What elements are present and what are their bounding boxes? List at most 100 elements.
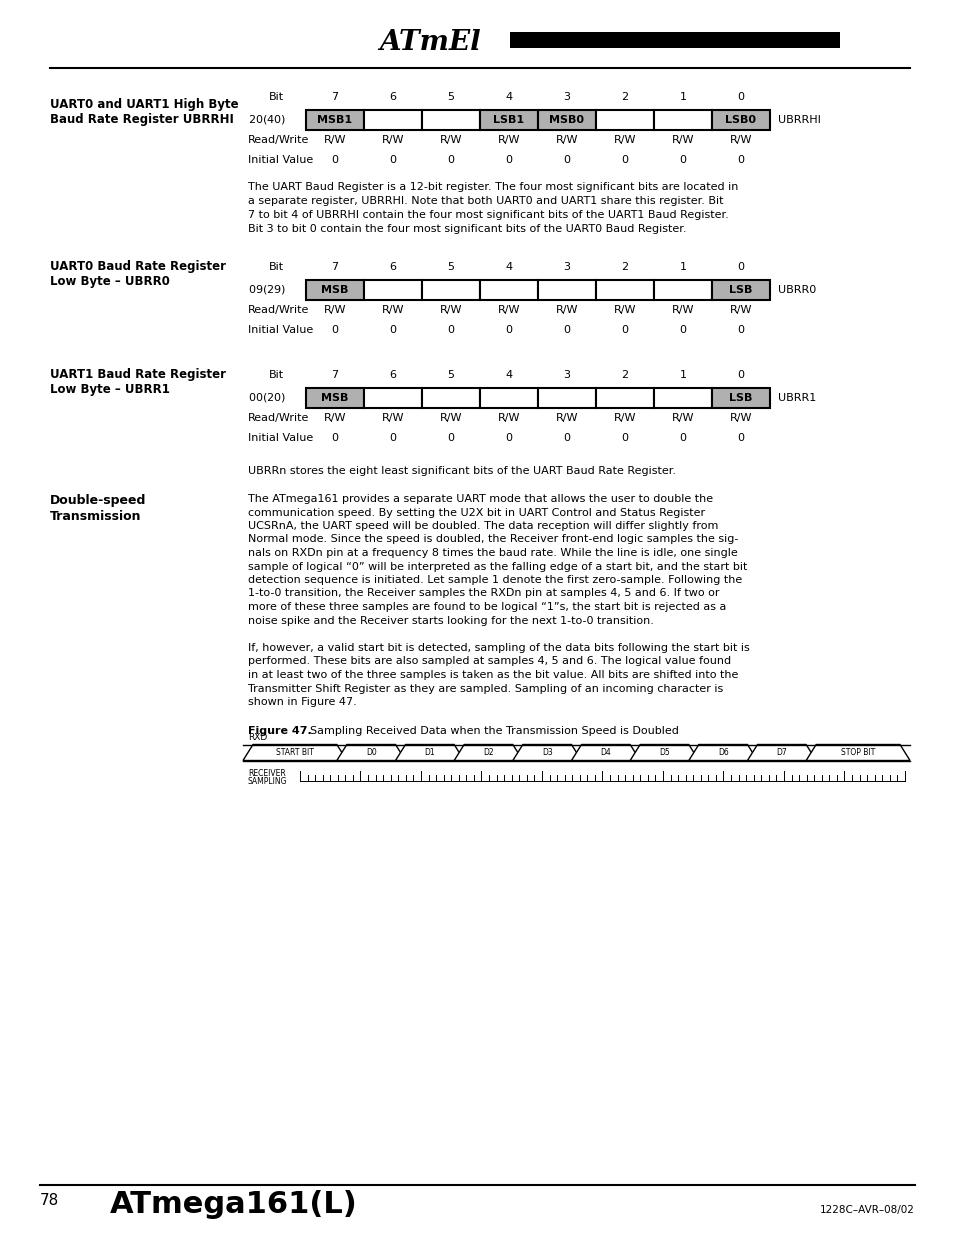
Text: Bit 3 to bit 0 contain the four most significant bits of the UART0 Baud Register: Bit 3 to bit 0 contain the four most sig… bbox=[248, 224, 686, 233]
Text: D2: D2 bbox=[482, 748, 494, 757]
Text: R/W: R/W bbox=[323, 305, 346, 315]
Text: more of these three samples are found to be logical “1”s, the start bit is rejec: more of these three samples are found to… bbox=[248, 601, 725, 613]
Text: 1: 1 bbox=[679, 370, 686, 380]
Text: 6: 6 bbox=[389, 370, 396, 380]
Text: Normal mode. Since the speed is doubled, the Receiver front-end logic samples th: Normal mode. Since the speed is doubled,… bbox=[248, 535, 738, 545]
Text: Read/Write: Read/Write bbox=[248, 135, 309, 144]
Text: UART0 and UART1 High Byte: UART0 and UART1 High Byte bbox=[50, 98, 238, 111]
Text: 0: 0 bbox=[505, 325, 512, 335]
Bar bbox=[596, 280, 654, 300]
Text: MSB0: MSB0 bbox=[549, 115, 584, 125]
Bar bbox=[596, 110, 654, 130]
Text: R/W: R/W bbox=[729, 305, 752, 315]
Text: 7: 7 bbox=[331, 370, 338, 380]
Text: UBRRHI: UBRRHI bbox=[778, 115, 820, 125]
Text: Bit: Bit bbox=[268, 370, 283, 380]
Text: UBRR1: UBRR1 bbox=[778, 393, 816, 403]
Text: Read/Write: Read/Write bbox=[248, 305, 309, 315]
Polygon shape bbox=[336, 745, 405, 761]
Text: R/W: R/W bbox=[497, 305, 519, 315]
Text: Sampling Received Data when the Transmission Speed is Doubled: Sampling Received Data when the Transmis… bbox=[303, 726, 679, 736]
Text: 2: 2 bbox=[620, 370, 628, 380]
Text: 0: 0 bbox=[447, 325, 454, 335]
Text: 4: 4 bbox=[505, 262, 512, 272]
Text: D1: D1 bbox=[424, 748, 435, 757]
Text: Double-speed: Double-speed bbox=[50, 494, 146, 508]
Text: nals on RXDn pin at a frequency 8 times the baud rate. While the line is idle, o: nals on RXDn pin at a frequency 8 times … bbox=[248, 548, 737, 558]
Text: 3: 3 bbox=[563, 91, 570, 103]
Text: 0: 0 bbox=[679, 325, 686, 335]
Bar bbox=[421, 280, 479, 300]
Text: 7 to bit 4 of UBRRHI contain the four most significant bits of the UART1 Baud Re: 7 to bit 4 of UBRRHI contain the four mo… bbox=[248, 210, 728, 220]
Text: Read/Write: Read/Write bbox=[248, 412, 309, 424]
Text: R/W: R/W bbox=[556, 305, 578, 315]
Text: 0: 0 bbox=[737, 370, 743, 380]
Text: 6: 6 bbox=[389, 91, 396, 103]
Text: R/W: R/W bbox=[613, 305, 636, 315]
Text: Baud Rate Register UBRRHI: Baud Rate Register UBRRHI bbox=[50, 112, 233, 126]
Text: 4: 4 bbox=[505, 370, 512, 380]
Bar bbox=[364, 110, 421, 130]
Text: Initial Value: Initial Value bbox=[248, 433, 313, 443]
Text: R/W: R/W bbox=[613, 412, 636, 424]
Text: R/W: R/W bbox=[381, 135, 404, 144]
Bar bbox=[654, 110, 711, 130]
Text: 0: 0 bbox=[563, 325, 570, 335]
Text: UART0 Baud Rate Register: UART0 Baud Rate Register bbox=[50, 261, 226, 273]
Polygon shape bbox=[454, 745, 522, 761]
Text: R/W: R/W bbox=[323, 412, 346, 424]
Text: $20 ($40): $20 ($40) bbox=[248, 114, 286, 126]
Text: D0: D0 bbox=[365, 748, 376, 757]
Polygon shape bbox=[688, 745, 757, 761]
Bar bbox=[596, 388, 654, 408]
Bar bbox=[510, 32, 840, 48]
Text: in at least two of the three samples is taken as the bit value. All bits are shi: in at least two of the three samples is … bbox=[248, 671, 738, 680]
Text: 0: 0 bbox=[737, 156, 743, 165]
Text: The UART Baud Register is a 12-bit register. The four most significant bits are : The UART Baud Register is a 12-bit regis… bbox=[248, 182, 738, 191]
Text: R/W: R/W bbox=[556, 412, 578, 424]
Text: LSB1: LSB1 bbox=[493, 115, 524, 125]
Bar bbox=[306, 388, 364, 408]
Text: Bit: Bit bbox=[268, 91, 283, 103]
Text: Transmission: Transmission bbox=[50, 510, 141, 522]
Text: 3: 3 bbox=[563, 262, 570, 272]
Polygon shape bbox=[513, 745, 581, 761]
Bar bbox=[306, 110, 364, 130]
Text: 0: 0 bbox=[331, 325, 338, 335]
Text: D4: D4 bbox=[599, 748, 611, 757]
Text: a separate register, UBRRHI. Note that both UART0 and UART1 share this register.: a separate register, UBRRHI. Note that b… bbox=[248, 196, 722, 206]
Bar bbox=[654, 280, 711, 300]
Bar bbox=[421, 110, 479, 130]
Text: R/W: R/W bbox=[323, 135, 346, 144]
Bar bbox=[711, 280, 769, 300]
Text: D5: D5 bbox=[659, 748, 669, 757]
Text: Figure 47.: Figure 47. bbox=[248, 726, 312, 736]
Polygon shape bbox=[395, 745, 464, 761]
Text: RECEIVER: RECEIVER bbox=[248, 768, 286, 778]
Text: LSB: LSB bbox=[728, 285, 752, 295]
Text: R/W: R/W bbox=[671, 412, 694, 424]
Text: 0: 0 bbox=[563, 433, 570, 443]
Text: $09 ($29): $09 ($29) bbox=[248, 284, 286, 296]
Polygon shape bbox=[243, 745, 347, 761]
Text: shown in Figure 47.: shown in Figure 47. bbox=[248, 697, 356, 706]
Text: R/W: R/W bbox=[497, 135, 519, 144]
Polygon shape bbox=[630, 745, 699, 761]
Text: If, however, a valid start bit is detected, sampling of the data bits following : If, however, a valid start bit is detect… bbox=[248, 643, 749, 653]
Text: MSB1: MSB1 bbox=[317, 115, 353, 125]
Text: UCSRnA, the UART speed will be doubled. The data reception will differ slightly : UCSRnA, the UART speed will be doubled. … bbox=[248, 521, 718, 531]
Text: 0: 0 bbox=[505, 433, 512, 443]
Text: 4: 4 bbox=[505, 91, 512, 103]
Text: R/W: R/W bbox=[729, 135, 752, 144]
Text: 1: 1 bbox=[679, 262, 686, 272]
Bar bbox=[537, 280, 596, 300]
Polygon shape bbox=[571, 745, 639, 761]
Text: R/W: R/W bbox=[671, 305, 694, 315]
Bar bbox=[537, 110, 596, 130]
Text: R/W: R/W bbox=[439, 135, 462, 144]
Bar bbox=[364, 388, 421, 408]
Text: 6: 6 bbox=[389, 262, 396, 272]
Text: Low Byte – UBRR0: Low Byte – UBRR0 bbox=[50, 275, 170, 288]
Text: 3: 3 bbox=[563, 370, 570, 380]
Text: communication speed. By setting the U2X bit in UART Control and Status Register: communication speed. By setting the U2X … bbox=[248, 508, 704, 517]
